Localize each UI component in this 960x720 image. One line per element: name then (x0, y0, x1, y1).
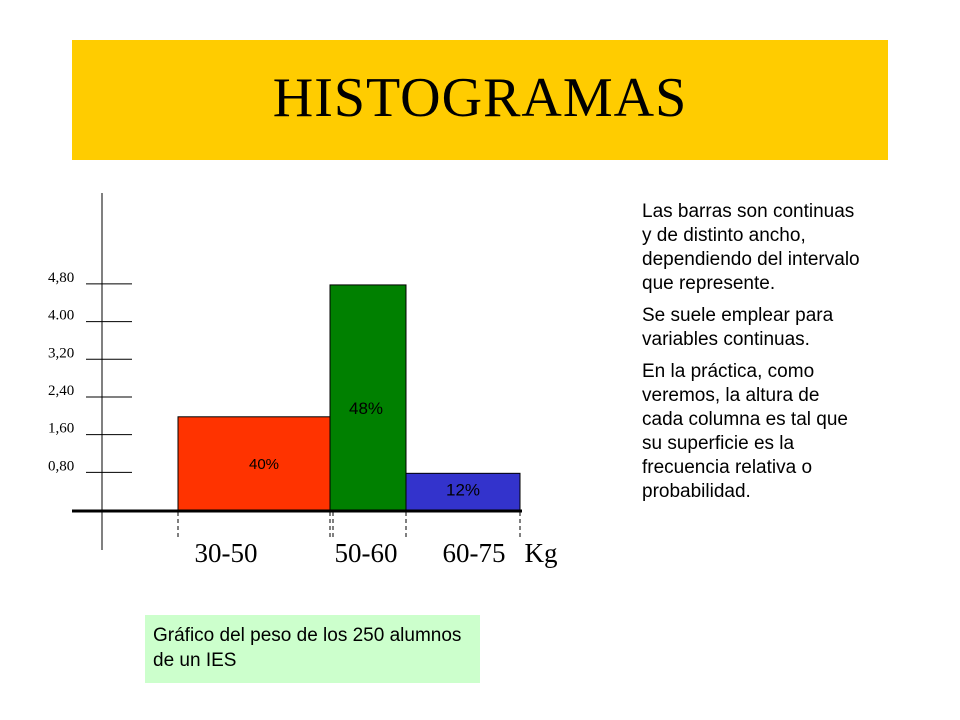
y-tick-label: 2,40 (48, 383, 74, 399)
y-tick-label: 3,20 (48, 345, 74, 361)
y-tick-label: 1,60 (48, 421, 74, 437)
bar-percent-label: 40% (249, 456, 279, 473)
description-paragraph-1: Las barras son continuas y de distinto a… (642, 201, 860, 294)
histogram-bar (405, 472, 521, 512)
x-categories: 30-50 50-60 60-75 Kg (195, 538, 558, 568)
bars: 40% 48% 12% (177, 284, 521, 512)
page-title: HISTOGRAMAS (272, 67, 688, 129)
y-tick-label: 4.00 (48, 308, 74, 324)
chart-caption: Gráfico del peso de los 250 alumnos de u… (153, 625, 462, 671)
bin-edges (177, 512, 521, 540)
bar-percent-label: 48% (349, 399, 383, 418)
x-unit-label: Kg (525, 538, 558, 568)
title-banner: HISTOGRAMAS (72, 40, 888, 160)
y-tick-label: 0,80 (48, 458, 74, 474)
description-paragraph-2: Se suele emplear para variables continua… (642, 305, 834, 350)
bar-percent-label: 12% (446, 480, 480, 499)
histogram-bar (329, 284, 407, 512)
x-category-label: 60-75 (443, 538, 506, 568)
caption-box: Gráfico del peso de los 250 alumnos de u… (145, 615, 480, 683)
y-ticks: 0,80 1,60 2,40 3,20 4.00 4,80 (48, 270, 132, 474)
x-category-label: 30-50 (195, 538, 258, 568)
description-paragraph-3: En la práctica, como veremos, la altura … (642, 361, 848, 502)
histogram-bar (177, 416, 331, 512)
x-category-label: 50-60 (335, 538, 398, 568)
y-tick-label: 4,80 (48, 270, 74, 286)
description-text: Las barras son continuas y de distinto a… (642, 200, 862, 512)
